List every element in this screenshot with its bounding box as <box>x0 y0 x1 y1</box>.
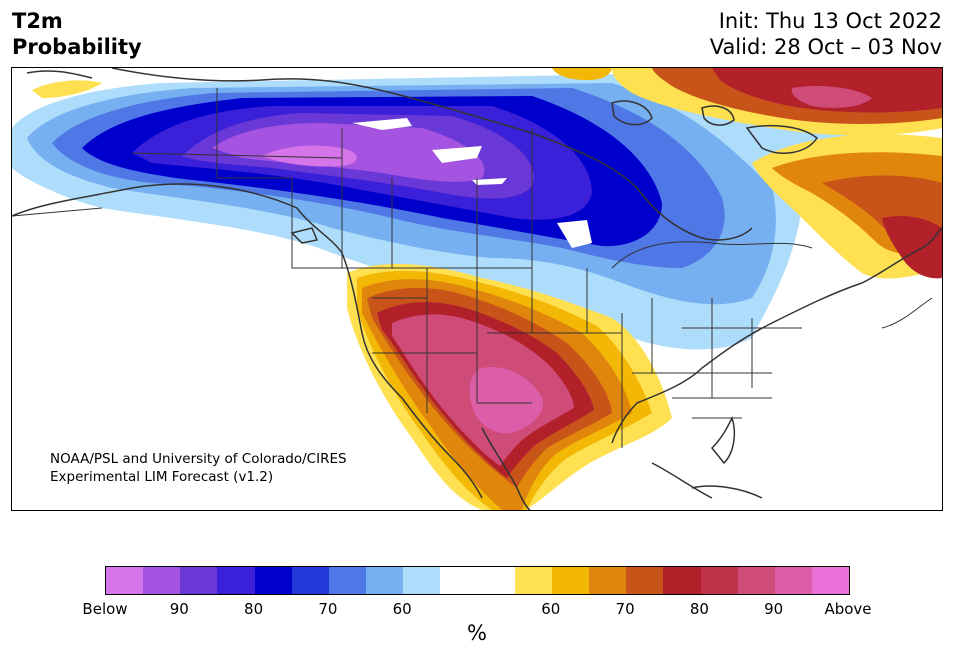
credit-line-2: Experimental LIM Forecast (v1.2) <box>50 469 274 485</box>
colorbar-segment <box>143 567 181 594</box>
title-line-2: Probability <box>12 35 142 59</box>
map-canvas <box>12 68 942 510</box>
below-max-contour <box>262 145 357 167</box>
colorbar-segment <box>737 567 775 594</box>
colorbar-segment <box>774 567 812 594</box>
data-credit: NOAA/PSL and University of Colorado/CIRE… <box>50 450 347 486</box>
colorbar-tick-label: 90 <box>764 600 784 618</box>
colorbar-tick-label: 80 <box>689 600 709 618</box>
colorbar-segment <box>551 567 590 594</box>
borders <box>12 88 933 448</box>
colorbar-segment <box>811 567 850 594</box>
colorbar-segment <box>366 567 404 594</box>
coastlines <box>12 68 942 510</box>
probability-colorbar <box>105 566 850 595</box>
credit-line-1: NOAA/PSL and University of Colorado/CIRE… <box>50 451 347 467</box>
colorbar-tick-label: 80 <box>244 600 264 618</box>
map-title: T2m Probability <box>12 8 142 60</box>
above-90-contour <box>469 367 543 434</box>
colorbar-segment <box>328 567 367 594</box>
colorbar-segment <box>700 567 738 594</box>
valid-date: Valid: 28 Oct – 03 Nov <box>709 35 942 59</box>
lake <box>352 118 592 248</box>
colorbar-segment <box>291 567 329 594</box>
alaska-above-60-contour <box>32 80 102 98</box>
colorbar-tick-label: 60 <box>541 600 561 618</box>
colorbar-tick-label: 60 <box>392 600 412 618</box>
colorbar-tick-label: Below <box>82 600 128 618</box>
forecast-dates: Init: Thu 13 Oct 2022 Valid: 28 Oct – 03… <box>710 8 942 60</box>
colorbar-segment <box>477 567 515 594</box>
colorbar-unit: % <box>467 621 487 645</box>
colorbar-segment <box>217 567 255 594</box>
colorbar-segment <box>403 567 441 594</box>
colorbar-segment <box>514 567 552 594</box>
arctic-above-85-contour <box>791 86 872 108</box>
colorbar-segment <box>254 567 292 594</box>
colorbar-segment <box>626 567 664 594</box>
colorbar-segment <box>663 567 701 594</box>
probability-map: NOAA/PSL and University of Colorado/CIRE… <box>11 67 943 511</box>
colorbar-tick-label: 70 <box>318 600 338 618</box>
colorbar-tick-label: 70 <box>615 600 635 618</box>
title-line-1: T2m <box>12 9 63 33</box>
ne-above-80-contour <box>882 216 942 279</box>
colorbar-segment <box>106 567 144 594</box>
colorbar-segment <box>589 567 627 594</box>
greenland-above-60-contour <box>552 68 612 80</box>
init-date: Init: Thu 13 Oct 2022 <box>718 9 942 33</box>
colorbar-tick-label: 90 <box>169 600 189 618</box>
colorbar-segment <box>440 567 478 594</box>
colorbar-segment <box>180 567 218 594</box>
colorbar-tick-label: Above <box>824 600 872 618</box>
